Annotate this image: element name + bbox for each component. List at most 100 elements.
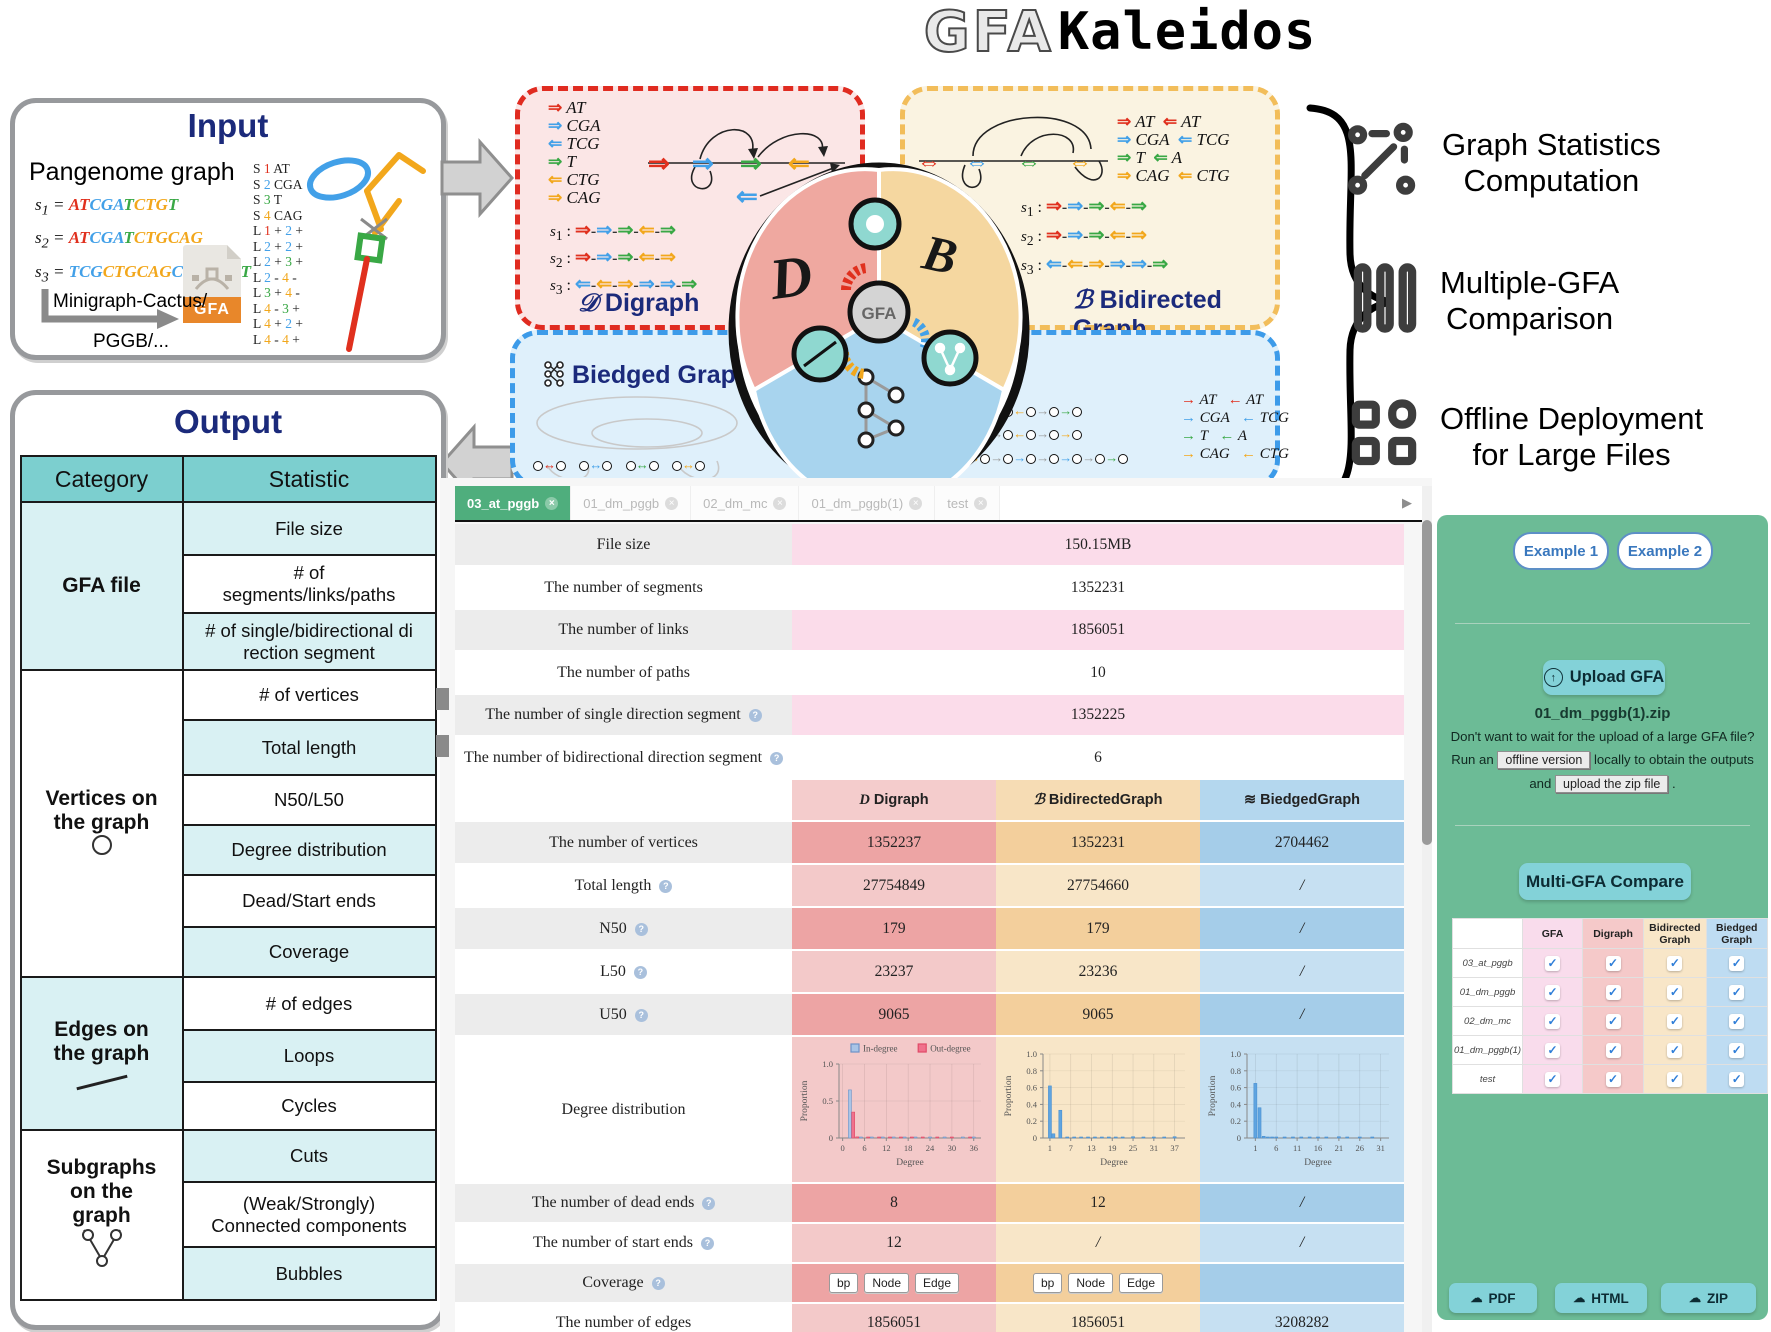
tab-close-icon[interactable]: × — [545, 496, 559, 510]
download-pdf-button[interactable]: ☁ PDF — [1449, 1283, 1537, 1313]
example2-button[interactable]: Example 2 — [1617, 532, 1713, 570]
tab-close-icon[interactable]: × — [909, 496, 923, 510]
checkbox-checked[interactable]: ✓ — [1605, 956, 1621, 971]
help-icon[interactable]: ? — [634, 922, 648, 936]
download-html-button[interactable]: ☁ HTML — [1555, 1283, 1647, 1313]
compare-cell: ✓ — [1522, 977, 1583, 1007]
resize-handle-icon[interactable] — [436, 735, 449, 757]
svg-text:⇐: ⇐ — [736, 181, 758, 211]
svg-text:Proportion: Proportion — [800, 1080, 810, 1121]
checkbox-checked[interactable]: ✓ — [1544, 1072, 1560, 1087]
checkbox-checked[interactable]: ✓ — [1605, 1043, 1621, 1058]
stat-graph-row: The number of dead ends ? 8 12/ — [455, 1183, 1404, 1224]
tab-close-icon[interactable]: × — [773, 496, 787, 510]
checkbox-checked[interactable]: ✓ — [1544, 1043, 1560, 1058]
tab-01_dm_pggb[interactable]: 01_dm_pggb × — [571, 486, 692, 520]
compare-row-label: 02_dm_mc — [1451, 1006, 1524, 1036]
bidirected-drawing: ⇔ ⇔ ⇔ ⇔ — [917, 116, 1108, 189]
hint-line-1: Don't want to wait for the upload of a l… — [1450, 729, 1755, 744]
coverage-node-button[interactable]: Node — [864, 1273, 909, 1293]
graph-column-header-row: D Digraph ℬ BidirectedGraph ≋ BiedgedGraph — [455, 779, 1404, 822]
checkbox-checked[interactable]: ✓ — [1667, 985, 1683, 1000]
checkbox-checked[interactable]: ✓ — [1729, 956, 1745, 971]
stat-value-cell: 1352231 — [996, 821, 1200, 865]
help-icon[interactable]: ? — [770, 751, 784, 765]
graph-column-header: D Digraph — [792, 779, 996, 822]
help-icon[interactable]: ? — [651, 1277, 665, 1290]
checkbox-checked[interactable]: ✓ — [1667, 956, 1683, 971]
offline-version-button[interactable]: offline version — [1497, 751, 1591, 769]
checkbox-checked[interactable]: ✓ — [1667, 1014, 1683, 1029]
compare-row-label: 03_at_pggb — [1451, 948, 1524, 978]
stat-value-cell — [1200, 1263, 1404, 1304]
coverage-bp-button[interactable]: bp — [1032, 1273, 1063, 1293]
stat-value-cell: 0 0.2 0.4 0.6 0.8 1.0 1 7 13 19 25 31 37 Degree Propor… — [996, 1036, 1200, 1184]
cloud-icon: ☁ — [1573, 1291, 1586, 1305]
biedged-icon — [544, 361, 564, 387]
walk-sequence: s2 : ⇒-⇒-⇒-⇐-⇒ — [1021, 225, 1147, 249]
tab-02_dm_mc[interactable]: 02_dm_mc × — [691, 486, 800, 520]
wheel-biedged-glyph — [857, 368, 905, 449]
gfa-file-icon: GFA — [183, 245, 241, 323]
coverage-node-button[interactable]: Node — [1068, 1273, 1113, 1293]
checkbox-checked[interactable]: ✓ — [1667, 1072, 1683, 1087]
help-icon[interactable]: ? — [700, 1237, 714, 1250]
svg-text:31: 31 — [1150, 1143, 1159, 1153]
help-icon[interactable]: ? — [634, 1008, 648, 1022]
output-header-row: Category Statistic — [19, 455, 437, 503]
help-icon[interactable]: ? — [659, 879, 673, 893]
help-icon[interactable]: ? — [633, 965, 647, 979]
output-title: Output — [173, 403, 283, 440]
checkbox-checked[interactable]: ✓ — [1729, 1043, 1745, 1058]
tab-close-icon[interactable]: × — [974, 496, 988, 510]
checkbox-checked[interactable]: ✓ — [1729, 1014, 1745, 1029]
tab-01_dm_pggb(1)[interactable]: 01_dm_pggb(1) × — [799, 486, 936, 520]
upload-gfa-button[interactable]: ↑ Upload GFA — [1543, 660, 1665, 695]
coverage-edge-button[interactable]: Edge — [915, 1273, 960, 1293]
upload-zip-button[interactable]: upload the zip file — [1555, 775, 1669, 793]
resize-handle-icon[interactable] — [436, 688, 449, 710]
coverage-bp-button[interactable]: bp — [828, 1273, 859, 1293]
stat-value-cell: / — [996, 1223, 1200, 1264]
stat-value-cell: / — [1200, 1223, 1404, 1264]
output-statistics-table: Category Statistic GFA file File size # of se… — [19, 455, 437, 1301]
stat-graph-row: L50 ? 23237 23236/ — [455, 950, 1404, 994]
output-statistic-cell: # of single/bidirectional di rection segm… — [181, 612, 437, 671]
checkbox-checked[interactable]: ✓ — [1729, 985, 1745, 1000]
checkbox-checked[interactable]: ✓ — [1729, 1072, 1745, 1087]
compare-cell: ✓ — [1643, 1064, 1707, 1094]
scrollbar-thumb[interactable] — [1422, 520, 1432, 845]
checkbox-checked[interactable]: ✓ — [1544, 956, 1560, 971]
gfa-badge-label: GFA — [183, 297, 241, 323]
checkbox-checked[interactable]: ✓ — [1605, 1014, 1621, 1029]
multi-gfa-compare-button[interactable]: Multi-GFA Compare — [1519, 863, 1691, 900]
svg-text:0.8: 0.8 — [1230, 1066, 1241, 1076]
checkbox-checked[interactable]: ✓ — [1605, 985, 1621, 1000]
help-icon[interactable]: ? — [702, 1197, 716, 1210]
svg-text:16: 16 — [1314, 1143, 1323, 1153]
walk-sequence: s1 : ⇒-⇒-⇒-⇐-⇒ — [550, 220, 676, 244]
tab-scroll-right-icon[interactable]: ▶ — [1402, 495, 1412, 510]
tab-test[interactable]: test × — [935, 486, 1001, 520]
compare-cell: ✓ — [1705, 948, 1768, 978]
stat-merged-value: 10 — [792, 651, 1404, 695]
pangenome-graph-label: Pangenome graph — [29, 158, 235, 186]
help-icon[interactable]: ? — [748, 709, 762, 722]
checkbox-checked[interactable]: ✓ — [1544, 1014, 1560, 1029]
download-zip-button[interactable]: ☁ ZIP — [1661, 1283, 1756, 1313]
output-category-cell: GFA file — [19, 501, 184, 671]
feature-item: Graph Statistics Computation — [1348, 122, 1661, 203]
biedged-col-icon: ≋ — [1243, 791, 1257, 808]
stat-value-cell: 27754849 — [792, 864, 996, 908]
coverage-edge-button[interactable]: Edge — [1119, 1273, 1164, 1293]
tab-close-icon[interactable]: × — [665, 496, 679, 510]
checkbox-checked[interactable]: ✓ — [1544, 985, 1560, 1000]
compare-selection-table: GFA Digraph Bidirected Graph Biedged Graph 03_… — [1451, 918, 1768, 1094]
scrollbar-track[interactable] — [1422, 486, 1432, 1332]
compare-cell: ✓ — [1522, 1064, 1583, 1094]
checkbox-checked[interactable]: ✓ — [1605, 1072, 1621, 1087]
tab-03_at_pggb[interactable]: 03_at_pggb × — [455, 486, 572, 520]
example1-button[interactable]: Example 1 — [1513, 532, 1609, 570]
legend-entry: ⇒ CAG ⇐ CTG — [1117, 166, 1230, 185]
checkbox-checked[interactable]: ✓ — [1667, 1043, 1683, 1058]
